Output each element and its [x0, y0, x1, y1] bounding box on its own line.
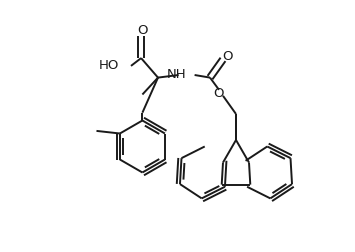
- Text: O: O: [222, 50, 232, 63]
- Text: NH: NH: [167, 67, 187, 80]
- Text: O: O: [213, 87, 223, 100]
- Text: HO: HO: [99, 59, 119, 72]
- Text: O: O: [137, 23, 147, 36]
